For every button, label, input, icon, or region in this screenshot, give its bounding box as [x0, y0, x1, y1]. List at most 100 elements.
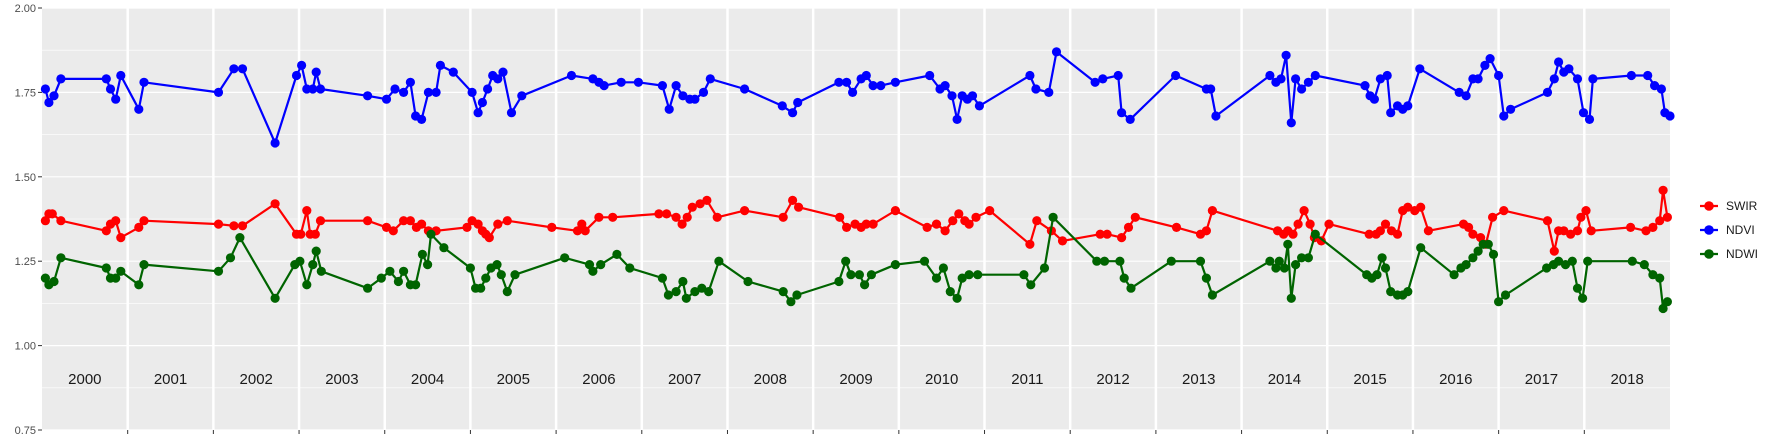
data-point-swir — [671, 212, 681, 222]
data-point-ndvi — [616, 77, 626, 87]
data-point-ndwi — [1473, 246, 1483, 256]
y-tick-label: 1.25 — [15, 256, 36, 268]
data-point-swir — [111, 216, 121, 226]
data-point-ndwi — [426, 229, 436, 239]
data-point-ndvi — [40, 84, 51, 94]
y-tick-label: 2.00 — [15, 3, 36, 15]
data-point-ndvi — [1542, 87, 1553, 97]
data-point-ndvi — [1031, 84, 1041, 94]
data-point-ndvi — [101, 74, 111, 84]
data-point-ndwi — [49, 276, 59, 287]
data-point-ndvi — [698, 87, 709, 97]
data-point-ndwi — [1658, 303, 1668, 314]
data-point-ndvi — [1643, 70, 1653, 81]
year-label-2003: 2003 — [325, 371, 358, 388]
data-point-ndvi — [297, 60, 307, 70]
data-point-swir — [1032, 216, 1042, 226]
data-point-ndvi — [793, 97, 803, 108]
year-label-2005: 2005 — [497, 371, 530, 388]
series-ndvi — [40, 47, 1675, 148]
data-point-ndvi — [690, 94, 700, 104]
data-point-swir — [1488, 212, 1498, 222]
data-point-swir — [56, 216, 66, 226]
data-point-ndwi — [417, 249, 427, 259]
data-point-ndwi — [854, 270, 865, 280]
data-point-swir — [1416, 202, 1426, 212]
data-point-swir — [861, 219, 871, 229]
data-point-ndvi — [483, 84, 493, 94]
data-point-swir — [1662, 212, 1672, 222]
data-point-swir — [363, 216, 373, 226]
data-point-ndvi — [291, 70, 302, 81]
year-label-2013: 2013 — [1182, 371, 1215, 388]
data-point-ndvi — [423, 87, 433, 97]
data-point-swir — [1171, 222, 1182, 232]
data-point-ndwi — [139, 260, 149, 270]
data-point-ndwi — [1583, 256, 1593, 266]
data-point-ndvi — [1051, 47, 1062, 57]
data-point-swir — [794, 202, 804, 212]
data-point-ndvi — [1297, 84, 1307, 94]
data-point-swir — [1207, 206, 1217, 216]
data-point-swir — [310, 229, 320, 239]
data-point-ndwi — [743, 276, 753, 287]
data-point-ndwi — [1416, 243, 1426, 253]
data-point-ndvi — [134, 104, 144, 114]
data-point-ndvi — [671, 81, 681, 91]
data-point-ndwi — [1488, 249, 1499, 259]
data-point-ndvi — [1403, 101, 1413, 111]
data-point-swir — [964, 219, 974, 229]
year-label-2011: 2011 — [1011, 371, 1043, 388]
data-point-swir — [381, 222, 392, 232]
data-point-ndvi — [1117, 108, 1127, 118]
data-point-swir — [580, 226, 590, 236]
data-point-swir — [712, 212, 722, 222]
data-point-ndwi — [1195, 256, 1206, 266]
data-point-ndwi — [1026, 280, 1036, 290]
data-point-ndvi — [506, 108, 517, 118]
data-point-swir — [662, 209, 672, 219]
data-point-ndwi — [681, 293, 691, 303]
data-point-swir — [740, 206, 750, 216]
data-point-ndvi — [56, 74, 66, 84]
data-point-ndvi — [473, 108, 483, 118]
data-point-ndwi — [1567, 256, 1577, 266]
data-point-swir — [1364, 229, 1374, 239]
year-label-2002: 2002 — [240, 371, 273, 388]
data-point-ndwi — [423, 260, 433, 270]
data-point-ndwi — [1286, 293, 1296, 303]
data-point-ndwi — [663, 290, 674, 300]
data-point-ndvi — [1572, 74, 1583, 84]
data-point-ndvi — [399, 87, 409, 97]
data-point-ndwi — [1310, 229, 1320, 239]
data-point-swir — [1641, 226, 1651, 236]
data-point-ndvi — [1584, 114, 1595, 124]
data-point-ndwi — [596, 260, 606, 270]
data-point-ndvi — [1291, 74, 1301, 84]
data-point-ndwi — [376, 273, 386, 283]
data-point-swir — [1566, 229, 1576, 239]
data-point-ndvi — [1549, 74, 1559, 84]
data-point-ndvi — [49, 91, 59, 101]
data-point-ndvi — [967, 91, 978, 101]
data-point-swir — [1586, 226, 1596, 236]
data-point-ndvi — [599, 81, 609, 91]
data-point-ndwi — [1099, 256, 1110, 266]
data-point-ndvi — [1494, 70, 1504, 81]
data-point-ndvi — [1554, 57, 1564, 67]
data-point-swir — [778, 212, 788, 222]
data-point-ndwi — [1386, 287, 1396, 297]
data-point-ndwi — [134, 280, 144, 290]
data-point-ndvi — [842, 77, 852, 87]
data-point-ndvi — [111, 94, 121, 104]
data-point-ndwi — [1297, 253, 1307, 263]
data-point-ndvi — [390, 84, 400, 94]
data-point-ndvi — [876, 81, 886, 91]
data-point-ndwi — [1578, 293, 1588, 303]
data-point-swir — [677, 219, 687, 229]
data-point-swir — [1559, 226, 1569, 236]
data-point-swir — [1305, 219, 1315, 229]
data-point-ndvi — [1276, 74, 1286, 84]
data-point-ndwi — [841, 256, 851, 266]
data-point-ndvi — [952, 114, 962, 124]
